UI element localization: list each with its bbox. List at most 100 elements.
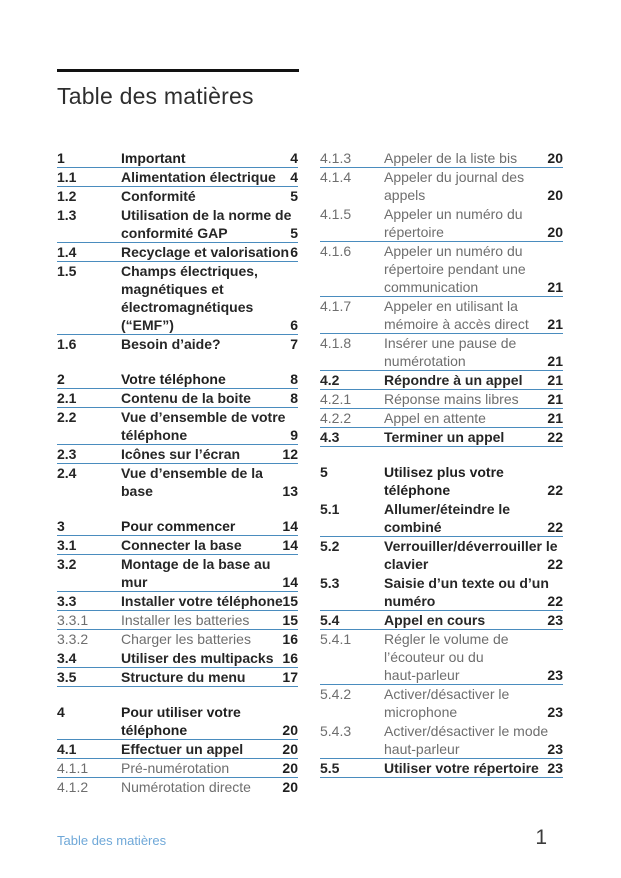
toc-entry-number: 4.1.2 [57, 779, 89, 795]
toc-entry: 4.1.7 Appeler en utilisant la mémoire à … [320, 297, 563, 334]
toc-entry-page: 9 [290, 427, 298, 443]
toc-entry: 2.4 Vue d’ensemble de la base 13 [57, 464, 298, 501]
toc-entry-number: 4 [57, 704, 65, 720]
toc-entry-page: 7 [290, 336, 298, 352]
toc-entry-title: Recyclage et valorisation [121, 244, 290, 260]
toc-entry-title: Insérer une pause de numérotation [384, 335, 517, 369]
toc-entry-page: 15 [282, 593, 298, 609]
toc-entry-title: Installer votre téléphone [121, 593, 283, 609]
toc-entry: 4.1 Effectuer un appel 20 [57, 740, 298, 759]
toc-entry-page: 13 [282, 483, 298, 499]
toc-entry-title: Numérotation directe [121, 779, 251, 795]
toc-entry: 1.4 Recyclage et valorisation 6 [57, 243, 298, 262]
toc-entry-title: Allumer/éteindre le combiné [384, 501, 511, 535]
toc-entry: 4.2 Répondre à un appel 21 [320, 371, 563, 390]
toc-entry-number: 4.1.5 [320, 206, 352, 222]
toc-entry-number: 4.1.7 [320, 298, 352, 314]
toc-entry-number: 3.3 [57, 593, 77, 609]
toc-entry-number: 5.4 [320, 612, 340, 628]
toc-entry: 4.1.2 Numérotation directe 20 [57, 778, 298, 797]
toc-entry-number: 5.4.3 [320, 723, 352, 739]
toc-entry: 5.1 Allumer/éteindre le combiné 22 [320, 500, 563, 537]
toc-entry-title: Activer/désactiver le microphone [384, 686, 510, 720]
toc-entry-title: Appeler de la liste bis [384, 150, 518, 166]
toc-entry-page: 8 [290, 371, 298, 387]
toc-entry-page: 23 [547, 760, 563, 776]
toc-entry: 4 Pour utiliser votre téléphone 20 [57, 703, 298, 740]
toc-entry-page: 16 [282, 631, 298, 647]
toc-entry-page: 21 [547, 391, 563, 407]
toc-entry-number: 4.2.2 [320, 410, 352, 426]
toc-entry-number: 1.2 [57, 188, 77, 204]
toc-entry-page: 16 [282, 650, 298, 666]
toc-entry-number: 3.2 [57, 556, 77, 572]
toc-entry-number: 4.1.6 [320, 243, 352, 259]
toc-entry-page: 8 [290, 390, 298, 406]
toc-entry: 1.3 Utilisation de la norme de conformit… [57, 206, 298, 243]
toc-entry-number: 1.1 [57, 169, 77, 185]
toc-entry-number: 4.1 [57, 741, 77, 757]
toc-entry: 5.2 Verrouiller/déverrouiller le clavier… [320, 537, 563, 574]
toc-entry-page: 14 [282, 518, 298, 534]
toc-entry-number: 4.1.1 [57, 760, 89, 776]
toc-entry-page: 14 [282, 537, 298, 553]
toc-entry-page: 4 [290, 169, 298, 185]
toc-entry-title: Appeler un numéro du répertoire pendant … [384, 243, 526, 295]
toc-entry-page: 22 [547, 519, 563, 535]
toc-entry-number: 4.1.3 [320, 150, 352, 166]
toc-entry: 2.1 Contenu de la boite 8 [57, 389, 298, 408]
toc-entry-page: 21 [547, 372, 563, 388]
toc-entry-number: 5.5 [320, 760, 340, 776]
toc-entry-number: 5.4.1 [320, 631, 352, 647]
toc-entry: 2 Votre téléphone 8 [57, 370, 298, 389]
toc-entry: 4.1.6 Appeler un numéro du répertoire pe… [320, 242, 563, 297]
toc-entry-page: 6 [290, 244, 298, 260]
toc-entry-page: 22 [547, 556, 563, 572]
toc-entry-page: 12 [282, 446, 298, 462]
toc-entry-number: 5 [320, 464, 328, 480]
toc-entry-page: 20 [547, 187, 563, 203]
page-title: Table des matières [57, 83, 254, 109]
toc-entry-title: Appeler en utilisant la mémoire à accès … [384, 298, 529, 332]
toc-entry-page: 23 [547, 741, 563, 757]
toc-entry-title: Répondre à un appel [384, 372, 523, 388]
toc-entry-page: 20 [282, 722, 298, 738]
toc-entry-number: 5.3 [320, 575, 340, 591]
toc-entry: 1.6 Besoin d’aide? 7 [57, 335, 298, 354]
toc-entry-page: 17 [282, 669, 298, 685]
toc-entry: 3 Pour commencer 14 [57, 517, 298, 536]
toc-entry: 4.2.1 Réponse mains libres 21 [320, 390, 563, 409]
toc-entry: 5.3 Saisie d’un texte ou d’un numéro 22 [320, 574, 563, 611]
toc-entry-title: Vue d’ensemble de votre téléphone [121, 409, 286, 443]
toc-entry-title: Conformité [121, 188, 196, 204]
toc-entry: 1.2 Conformité 5 [57, 187, 298, 206]
toc-entry-title: Pour commencer [121, 518, 236, 534]
toc-entry-page: 21 [547, 353, 563, 369]
toc-entry-number: 2.4 [57, 465, 77, 481]
toc-entry-page: 5 [290, 225, 298, 241]
toc-entry-number: 2 [57, 371, 65, 387]
toc-entry-number: 5.1 [320, 501, 340, 517]
toc-entry-title: Terminer un appel [384, 429, 505, 445]
toc-entry-number: 3.1 [57, 537, 77, 553]
toc-entry: 4.1.8 Insérer une pause de numérotation … [320, 334, 563, 371]
toc-entry-page: 4 [290, 150, 298, 166]
toc-entry-title: Effectuer un appel [121, 741, 244, 757]
toc-column-left: 1 Important 4 1.1 Alimentation électriqu… [57, 149, 298, 797]
toc-entry-title: Appeler un numéro du répertoire [384, 206, 523, 240]
toc-entry-page: 20 [282, 760, 298, 776]
toc-entry-title: Vue d’ensemble de la base [121, 465, 263, 499]
toc-entry: 3.2 Montage de la base au mur 14 [57, 555, 298, 592]
toc-entry-title: Utiliser votre répertoire [384, 760, 539, 776]
toc-entry: 1 Important 4 [57, 149, 298, 168]
toc-entry: 5.4.3 Activer/désactiver le mode haut-pa… [320, 722, 563, 759]
title-rule-bar [57, 69, 299, 72]
toc-entry-number: 2.1 [57, 390, 77, 406]
toc-entry-title: Réponse mains libres [384, 391, 519, 407]
toc-entry-page: 22 [547, 482, 563, 498]
toc-entry-number: 3.5 [57, 669, 77, 685]
toc-entry: 2.3 Icônes sur l’écran 12 [57, 445, 298, 464]
toc-entry-title: Champs électriques, magnétiques et élect… [121, 263, 258, 333]
toc-entry: 3.4 Utiliser des multipacks 16 [57, 649, 298, 668]
toc-entry-number: 5.2 [320, 538, 340, 554]
